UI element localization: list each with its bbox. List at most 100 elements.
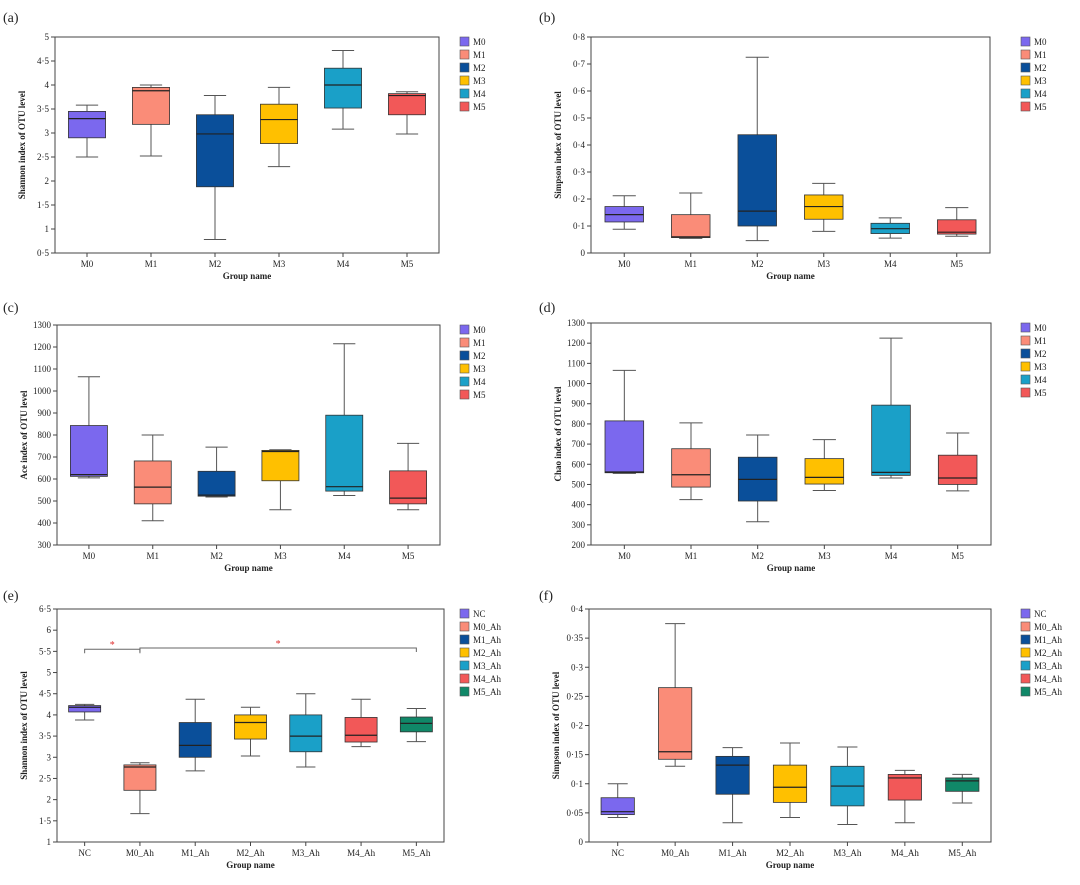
box-iqr: [123, 764, 157, 791]
box-M5_Ah: [399, 708, 433, 743]
box-iqr: [234, 714, 267, 740]
y-tick-label: 5: [47, 668, 52, 678]
y-tick-label: 1000: [567, 379, 586, 389]
y-tick-label: 0·15: [567, 750, 584, 760]
y-tick-label: 5: [45, 32, 50, 42]
legend-swatch-M0: [1020, 322, 1031, 333]
box-iqr: [197, 470, 236, 497]
legend-swatch-M5: [459, 389, 470, 400]
panel-label: (c): [3, 301, 19, 316]
box-M0_Ah: [658, 623, 693, 767]
y-tick-label: 1000: [33, 386, 52, 396]
panel-label: (b): [539, 11, 556, 26]
y-tick-label: 6: [47, 625, 52, 635]
x-tick-label: M2: [209, 259, 222, 269]
box-iqr: [132, 87, 170, 125]
significance-star: *: [276, 639, 281, 650]
x-tick-label: M4: [885, 551, 898, 561]
x-tick-label: M2_Ah: [236, 848, 265, 858]
panel-e: (e) 1 1·5 2 2·5 3 3·5 4 4·5 5 5·5 6 6·5 Shannon index…: [3, 589, 502, 870]
x-tick-label: M0: [81, 259, 94, 269]
x-tick-label: M5: [402, 551, 415, 561]
box-iqr: [289, 714, 323, 753]
box-M4: [870, 217, 910, 239]
legend-swatch-M4_Ah: [1020, 673, 1031, 684]
legend-swatch-M5: [459, 101, 470, 112]
x-tick-label: M5: [401, 259, 414, 269]
y-tick-label: 400: [38, 518, 52, 528]
x-tick-label: M2: [751, 259, 764, 269]
legend-swatch-M4: [1020, 374, 1031, 385]
x-axis-label: Group name: [766, 860, 815, 870]
y-tick-label: 4: [47, 710, 52, 720]
box-M5_Ah: [945, 773, 980, 804]
box-M3: [804, 439, 845, 492]
x-tick-label: M5: [950, 259, 963, 269]
y-tick-label: 1100: [33, 364, 51, 374]
y-tick-label: 4·5: [39, 689, 51, 699]
box-iqr: [887, 774, 922, 801]
box-iqr: [600, 797, 635, 816]
y-tick-label: 1100: [567, 358, 585, 368]
box-iqr: [945, 777, 980, 792]
x-axis-label: Group name: [224, 563, 273, 573]
legend-label: M5_Ah: [1034, 687, 1063, 697]
legend-swatch-M0: [1020, 36, 1031, 47]
y-tick-label: 1300: [33, 320, 52, 330]
box-M2: [196, 95, 234, 241]
box-M1: [133, 434, 172, 522]
x-axis-label: Group name: [223, 271, 272, 281]
x-tick-label: M4_Ah: [891, 848, 920, 858]
x-tick-label: M1_Ah: [719, 848, 748, 858]
y-tick-label: 0·5: [573, 113, 585, 123]
legend-swatch-M5: [1020, 101, 1031, 112]
box-M5: [389, 442, 427, 511]
y-tick-label: 3: [47, 752, 52, 762]
x-tick-label: M3_Ah: [292, 848, 321, 858]
y-tick-label: 900: [572, 399, 586, 409]
legend-label: M2: [473, 63, 486, 73]
x-tick-label: M3: [818, 551, 831, 561]
y-axis-label: Simpson index of OTU level: [553, 91, 563, 199]
box-M1_Ah: [178, 698, 212, 772]
x-tick-label: M0_Ah: [126, 848, 155, 858]
y-tick-label: 1·5: [37, 200, 49, 210]
box-M0: [604, 195, 644, 230]
x-tick-label: M4: [337, 259, 350, 269]
y-tick-label: 300: [572, 520, 586, 530]
y-tick-label: 500: [38, 496, 52, 506]
x-axis-label: Group name: [766, 271, 815, 281]
y-tick-label: 0·4: [573, 140, 585, 150]
panel-label: (f): [539, 589, 553, 604]
legend-label: M4: [1034, 89, 1047, 99]
y-tick-label: 0·7: [573, 59, 585, 69]
box-iqr: [324, 67, 362, 109]
legend-swatch-M2: [1020, 62, 1031, 73]
box-M5: [937, 207, 977, 237]
legend-swatch-M2: [459, 350, 470, 361]
box-M3: [260, 86, 298, 168]
x-tick-label: M2_Ah: [776, 848, 805, 858]
y-axis-label: Shannon index of OTU level: [17, 90, 27, 199]
y-tick-label: 1: [45, 224, 50, 234]
box-iqr: [937, 219, 977, 235]
box-M5: [937, 432, 978, 492]
legend-label: M3: [1034, 76, 1047, 86]
plot-frame: [54, 36, 440, 254]
x-tick-label: M0: [618, 551, 631, 561]
box-M0_Ah: [123, 762, 157, 815]
box-M5: [388, 91, 426, 135]
box-iqr: [671, 214, 711, 239]
box-iqr: [389, 470, 427, 505]
box-M1: [671, 422, 711, 501]
y-tick-label: 800: [38, 430, 52, 440]
box-M4: [871, 337, 911, 479]
box-iqr: [260, 103, 298, 144]
legend-label: M4: [473, 377, 486, 387]
y-tick-label: 0·6: [573, 86, 585, 96]
legend-label: M2_Ah: [1034, 648, 1063, 658]
y-tick-label: 0·1: [571, 779, 583, 789]
y-tick-label: 6·5: [39, 604, 51, 614]
y-tick-label: 0·2: [571, 721, 583, 731]
y-tick-label: 0·5: [37, 248, 49, 258]
